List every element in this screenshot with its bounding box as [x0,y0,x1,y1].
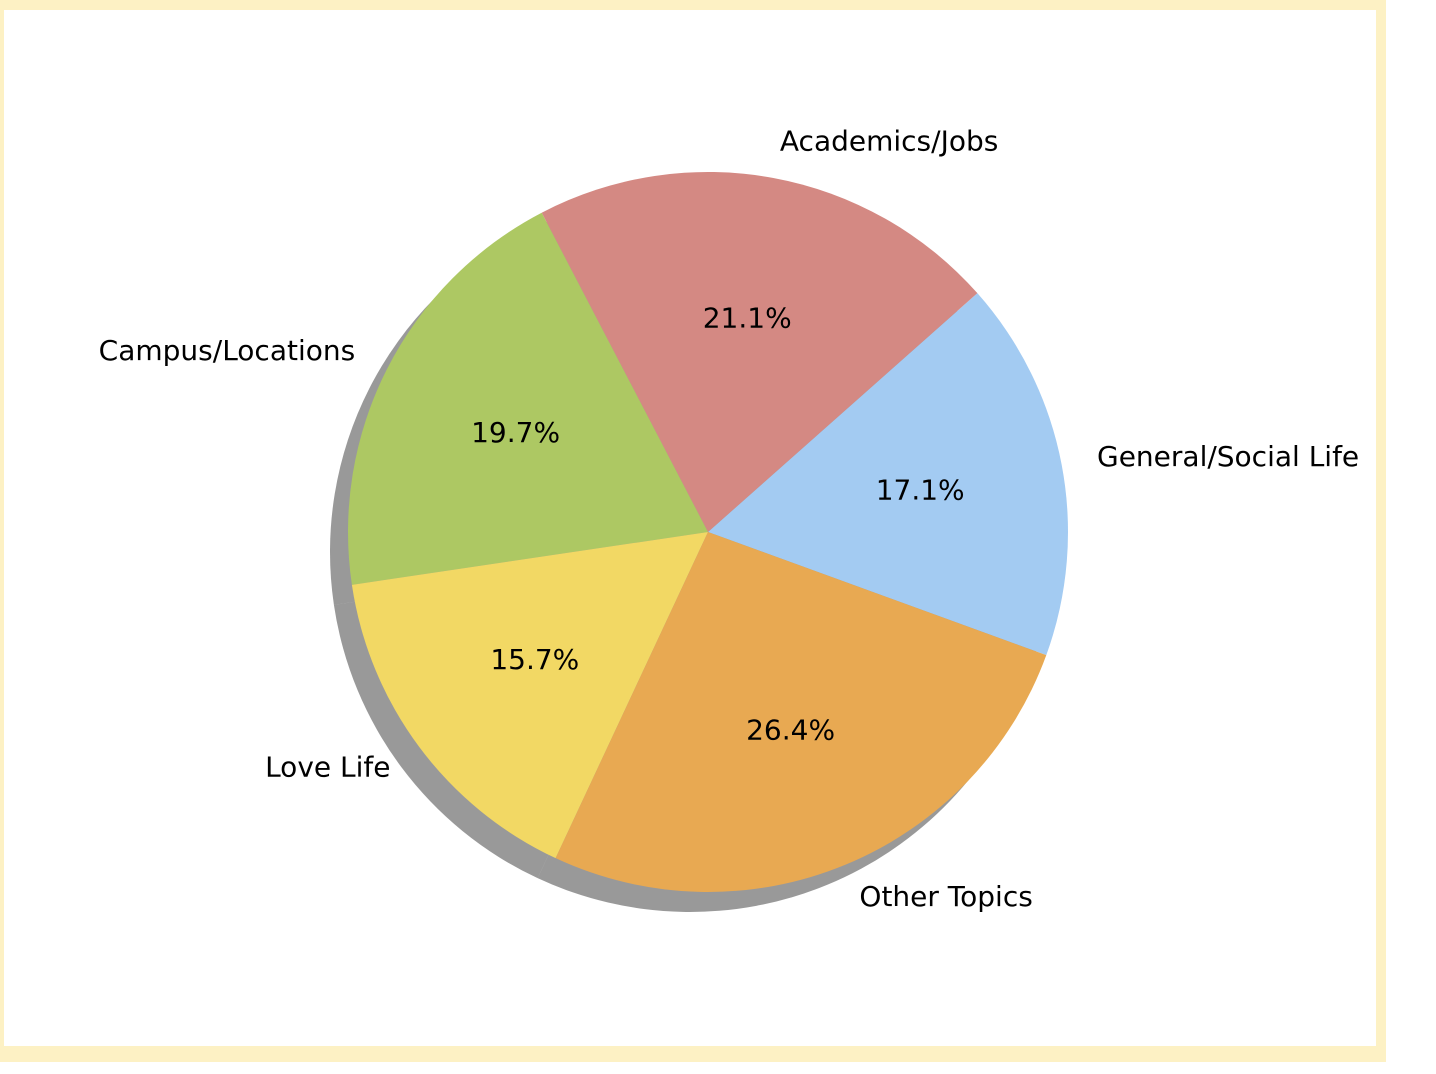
slice-other-topics [555,532,1047,892]
slice-love-life [351,532,708,859]
pct-other-topics: 26.4% [746,714,835,747]
slice-campus-locations [348,212,708,585]
label-campus-locations: Campus/Locations [99,334,356,367]
pct-academics-jobs: 21.1% [703,302,792,335]
slice-general-social-life [708,293,1068,656]
label-general-social-life: General/Social Life [1097,440,1359,473]
label-other-topics: Other Topics [859,880,1032,913]
pct-general-social-life: 17.1% [876,474,965,507]
pct-campus-locations: 19.7% [471,416,560,449]
label-academics-jobs: Academics/Jobs [780,125,998,158]
slice-academics-jobs [541,171,978,532]
label-love-life: Love Life [265,751,390,784]
pct-love-life: 15.7% [490,643,579,676]
pie-slices [348,171,1068,892]
pie-labels: General/Social Life 17.1% Academics/Jobs 21… [99,125,1360,913]
